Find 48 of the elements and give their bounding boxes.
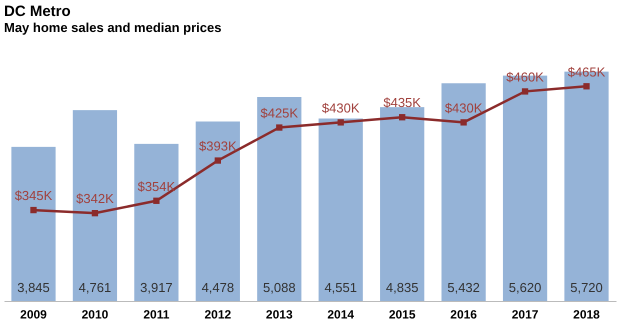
data-label: $425K bbox=[260, 106, 298, 121]
data-label: $342K bbox=[76, 191, 114, 206]
data-label: 4,761 bbox=[78, 280, 112, 295]
data-label: 5,720 bbox=[570, 280, 603, 295]
point bbox=[460, 119, 467, 126]
data-label: 5,620 bbox=[508, 280, 542, 295]
x-tick-label: 2018 bbox=[573, 308, 600, 322]
data-label: 3,917 bbox=[140, 280, 173, 295]
bar bbox=[72, 110, 118, 301]
data-label: 3,845 bbox=[17, 280, 50, 295]
bar bbox=[11, 146, 56, 301]
bar bbox=[441, 83, 486, 301]
x-tick-label: 2009 bbox=[20, 308, 48, 322]
chart-title: DC Metro bbox=[4, 3, 71, 20]
data-label: 5,432 bbox=[447, 280, 480, 295]
point bbox=[30, 206, 37, 214]
data-label: 4,478 bbox=[202, 280, 234, 295]
bar bbox=[196, 121, 240, 301]
data-label: 4,835 bbox=[386, 280, 418, 295]
data-label: $354K bbox=[138, 178, 176, 194]
point bbox=[399, 114, 406, 120]
x-tick-label: 2012 bbox=[204, 308, 232, 322]
bar bbox=[318, 118, 363, 301]
x-tick-label: 2014 bbox=[327, 308, 354, 322]
data-label: $430K bbox=[444, 100, 483, 116]
data-label: $393K bbox=[199, 138, 237, 154]
data-label: $345K bbox=[14, 188, 53, 204]
data-label: 4,551 bbox=[324, 280, 357, 295]
x-tick-label: 2015 bbox=[388, 308, 416, 322]
point bbox=[522, 88, 528, 95]
point bbox=[92, 210, 98, 216]
point bbox=[276, 124, 282, 131]
chart-subtitle: May home sales and median prices bbox=[4, 20, 222, 35]
data-label: $435K bbox=[383, 95, 422, 110]
bar bbox=[380, 107, 424, 301]
data-label: 5,088 bbox=[263, 280, 296, 295]
x-tick-label: 2016 bbox=[450, 308, 478, 322]
x-tick-label: 2010 bbox=[82, 308, 109, 322]
bar bbox=[257, 96, 302, 301]
x-tick-label: 2013 bbox=[266, 308, 293, 322]
point bbox=[214, 157, 221, 164]
point bbox=[338, 119, 344, 126]
x-tick-label: 2017 bbox=[512, 308, 539, 322]
point bbox=[153, 198, 160, 204]
point bbox=[583, 83, 590, 90]
bar bbox=[134, 144, 179, 301]
x-tick-label: 2011 bbox=[143, 308, 170, 322]
data-label: $430K bbox=[322, 100, 360, 116]
